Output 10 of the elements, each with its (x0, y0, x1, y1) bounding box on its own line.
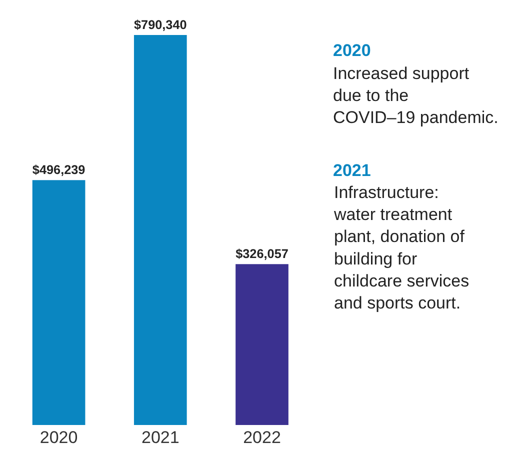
data-label: $496,239 (32, 163, 86, 178)
data-label: $790,340 (134, 18, 187, 32)
text: Increased support due to the COVID–19 pandemic. (333, 64, 498, 128)
text: 2021 (333, 161, 371, 180)
text: 2020 (333, 41, 371, 60)
x-tick-label: 2021 (141, 428, 180, 447)
x-tick-label: 2020 (40, 428, 78, 447)
x-tick-label: 2022 (243, 428, 281, 447)
data-label: $326,057 (236, 247, 288, 262)
text: Infrastructure: water treatment plant, donation of building for childcare services and sports court. (333, 183, 470, 312)
